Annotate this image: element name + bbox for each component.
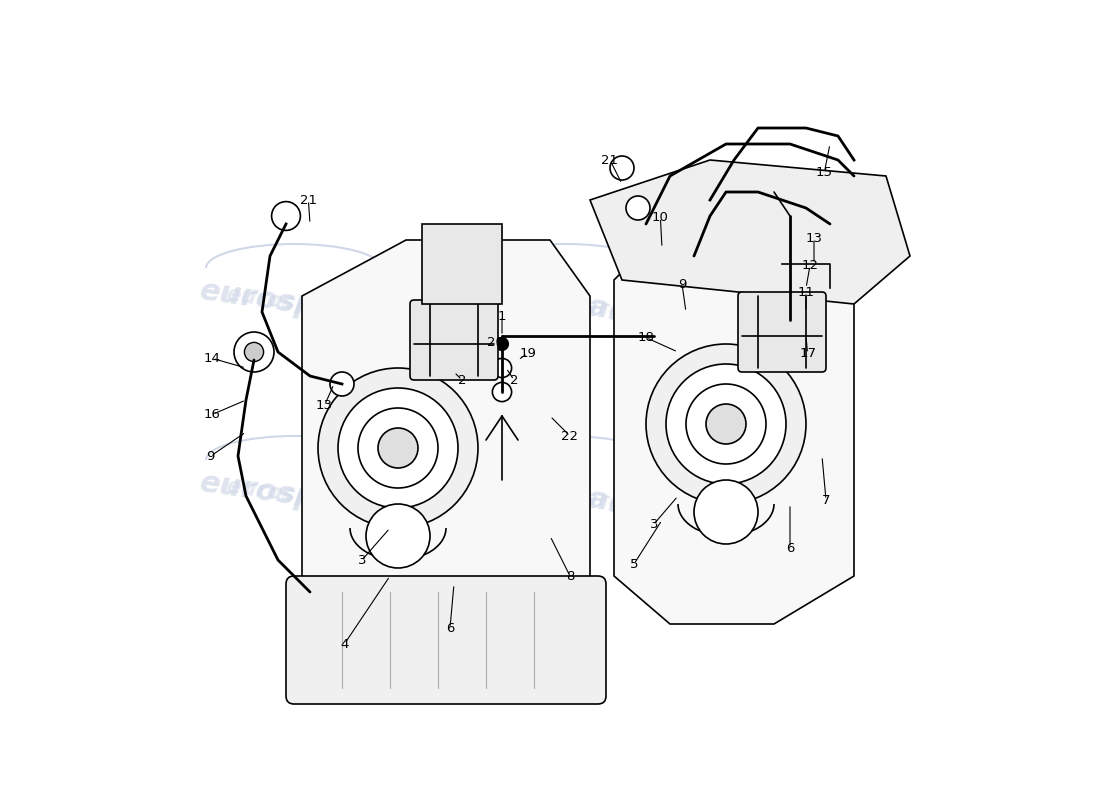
- Text: 3: 3: [358, 554, 366, 566]
- Circle shape: [666, 364, 786, 484]
- Text: eurosparçs: eurosparçs: [496, 477, 636, 515]
- Text: eurosparçs: eurosparçs: [223, 285, 364, 323]
- Circle shape: [378, 428, 418, 468]
- FancyBboxPatch shape: [738, 292, 826, 372]
- Text: 22: 22: [561, 430, 579, 442]
- Text: 11: 11: [798, 286, 814, 298]
- Circle shape: [694, 480, 758, 544]
- Polygon shape: [422, 224, 502, 304]
- Circle shape: [318, 368, 478, 528]
- Circle shape: [706, 404, 746, 444]
- FancyBboxPatch shape: [410, 300, 498, 380]
- Text: 9: 9: [678, 278, 686, 290]
- Polygon shape: [302, 240, 590, 680]
- Circle shape: [287, 578, 317, 606]
- Circle shape: [234, 332, 274, 372]
- Circle shape: [626, 196, 650, 220]
- Text: 2: 2: [509, 374, 518, 386]
- Text: eurosparçs: eurosparçs: [198, 469, 390, 523]
- Polygon shape: [590, 160, 910, 304]
- Text: eurosparçs: eurosparçs: [470, 277, 662, 331]
- Text: 3: 3: [650, 518, 658, 530]
- Circle shape: [330, 372, 354, 396]
- Circle shape: [493, 382, 512, 402]
- Text: 6: 6: [446, 622, 454, 634]
- Circle shape: [496, 338, 508, 350]
- Text: 20: 20: [487, 336, 504, 349]
- FancyBboxPatch shape: [286, 576, 606, 704]
- Circle shape: [646, 344, 806, 504]
- Text: 21: 21: [300, 194, 317, 206]
- Circle shape: [244, 342, 264, 362]
- Text: eurosparçs: eurosparçs: [470, 469, 662, 523]
- Text: 7: 7: [822, 494, 830, 506]
- Text: 14: 14: [204, 352, 221, 365]
- Text: eurosparçs: eurosparçs: [198, 277, 390, 331]
- Text: 17: 17: [799, 347, 816, 360]
- Text: 12: 12: [802, 259, 818, 272]
- Text: 5: 5: [629, 558, 638, 570]
- Text: 9: 9: [207, 450, 215, 462]
- Circle shape: [610, 156, 634, 180]
- Text: 6: 6: [785, 542, 794, 554]
- Text: 18: 18: [638, 331, 654, 344]
- Text: 1: 1: [497, 310, 506, 322]
- Text: 21: 21: [602, 154, 618, 166]
- Circle shape: [338, 388, 458, 508]
- Text: 19: 19: [519, 347, 536, 360]
- Text: eurosparçs: eurosparçs: [496, 285, 636, 323]
- Text: 15: 15: [816, 166, 833, 178]
- Circle shape: [493, 358, 512, 378]
- Text: 16: 16: [204, 408, 221, 421]
- Polygon shape: [614, 224, 854, 624]
- Text: 10: 10: [652, 211, 669, 224]
- Text: 13: 13: [805, 232, 823, 245]
- Text: 13: 13: [316, 399, 333, 412]
- Circle shape: [458, 636, 482, 660]
- Text: 2: 2: [458, 374, 466, 386]
- Text: 4: 4: [340, 638, 349, 650]
- Circle shape: [272, 202, 300, 230]
- Text: eurosparçs: eurosparçs: [223, 477, 364, 515]
- Circle shape: [366, 504, 430, 568]
- Text: 8: 8: [565, 570, 574, 582]
